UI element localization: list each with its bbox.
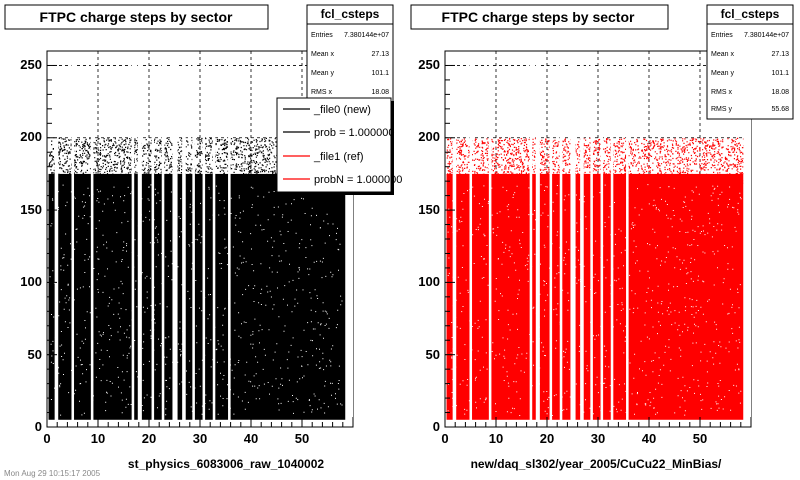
stats-value: 101.1 <box>771 70 789 77</box>
x-tick-label: 0 <box>43 431 50 446</box>
empty-bin <box>570 52 576 426</box>
y-tick-label: 50 <box>426 347 440 362</box>
title-box <box>410 4 669 30</box>
y-tick-label: 100 <box>20 274 42 289</box>
axes <box>46 50 354 428</box>
empty-bin <box>743 52 751 426</box>
x-tick-label: 10 <box>489 431 503 446</box>
y-tick-label: 150 <box>20 202 42 217</box>
stats-label: RMS y <box>711 106 733 113</box>
empty-bin <box>192 52 195 426</box>
stats-label: RMS x <box>311 89 333 96</box>
empty-bin <box>172 52 178 426</box>
legend-label: prob = 1.000000 <box>314 127 394 139</box>
stats-label: Entries <box>711 32 733 39</box>
stats-value: 18.08 <box>371 89 389 96</box>
stats-label: Entries <box>311 32 333 39</box>
stats-label: Mean x <box>311 51 334 58</box>
scatter-density <box>446 173 744 420</box>
scatter-points <box>48 137 347 420</box>
y-tick-label: 0 <box>35 419 42 434</box>
x-axis-label: new/daq_sl302/year_2005/CuCu22_MinBias/ <box>471 457 722 471</box>
scatter-point <box>446 137 745 190</box>
empty-bin <box>590 52 593 426</box>
stats-box <box>306 4 394 110</box>
stats-value: 7.380144e+07 <box>744 32 789 39</box>
empty-bin <box>228 52 231 426</box>
legend-box <box>276 97 392 193</box>
stats-name: fcl_csteps <box>721 7 780 21</box>
x-axis-label: st_physics_6083006_raw_1040002 <box>128 457 324 471</box>
stats-value: 27.13 <box>771 51 789 58</box>
empty-bin <box>54 52 59 426</box>
empty-bin <box>161 52 165 426</box>
empty-bin <box>469 52 473 426</box>
x-tick-label: 50 <box>295 431 309 446</box>
x-tick-label: 50 <box>693 431 707 446</box>
empty-bin <box>600 52 604 426</box>
x-tick-label: 20 <box>540 431 554 446</box>
stats-value: 7.380144e+07 <box>344 32 389 39</box>
x-tick-label: 20 <box>142 431 156 446</box>
scatter-density <box>48 173 346 420</box>
title-box <box>4 4 269 30</box>
y-tick-label: 250 <box>418 57 440 72</box>
empty-bin <box>559 52 563 426</box>
empty-bin <box>529 52 533 426</box>
empty-bin <box>212 52 216 426</box>
legend-label: probN = 1.000000 <box>314 174 402 186</box>
empty-bin <box>535 52 540 426</box>
legend-label: _file0 (new) <box>313 104 371 116</box>
plot-panel-left: FTPC charge steps by sector 0 50 100 150… <box>4 4 402 471</box>
empty-bin <box>137 52 142 426</box>
empty-bin <box>626 52 629 426</box>
y-tick-label: 0 <box>433 419 440 434</box>
scatter-point <box>48 137 347 190</box>
stats-label: RMS x <box>711 89 733 96</box>
x-tick-label: 0 <box>441 431 448 446</box>
stats-label: Mean y <box>711 70 734 77</box>
stats-value: 55.68 <box>771 106 789 113</box>
stats-value: 101.1 <box>371 70 389 77</box>
x-tick-label: 30 <box>591 431 605 446</box>
y-tick-label: 200 <box>418 129 440 144</box>
empty-bins <box>452 52 751 426</box>
stats-value: 18.08 <box>771 89 789 96</box>
scatter-points <box>446 137 745 420</box>
x-tick-label: 40 <box>244 431 258 446</box>
chart-title: FTPC charge steps by sector <box>442 9 636 25</box>
y-tick-label: 100 <box>418 274 440 289</box>
footer-timestamp: Mon Aug 29 10:15:17 2005 <box>4 469 101 478</box>
y-tick-label: 150 <box>418 202 440 217</box>
stats-name: fcl_csteps <box>321 7 380 21</box>
y-tick-label: 250 <box>20 57 42 72</box>
y-tick-label: 50 <box>28 347 42 362</box>
y-tick-label: 200 <box>20 129 42 144</box>
empty-bin <box>131 52 135 426</box>
empty-bin <box>610 52 614 426</box>
stats-label: Mean y <box>311 70 334 77</box>
legend-label: _file1 (ref) <box>313 151 364 163</box>
stats-value: 27.13 <box>371 51 389 58</box>
empty-bin <box>580 52 584 426</box>
empty-bin <box>345 52 353 426</box>
empty-bins <box>54 52 353 426</box>
empty-bin <box>452 52 457 426</box>
plot-panel-right: FTPC charge steps by sector 0 50 100 150… <box>410 4 794 471</box>
empty-bin <box>202 52 206 426</box>
stats-box <box>706 4 794 120</box>
x-tick-label: 30 <box>193 431 207 446</box>
empty-bin <box>151 52 155 426</box>
axes <box>444 50 752 428</box>
x-tick-label: 10 <box>91 431 105 446</box>
empty-bin <box>182 52 186 426</box>
empty-bin <box>71 52 75 426</box>
stats-label: Mean x <box>711 51 734 58</box>
empty-bin <box>488 52 492 426</box>
x-tick-label: 40 <box>642 431 656 446</box>
chart-title: FTPC charge steps by sector <box>40 9 234 25</box>
empty-bin <box>549 52 553 426</box>
empty-bin <box>90 52 94 426</box>
